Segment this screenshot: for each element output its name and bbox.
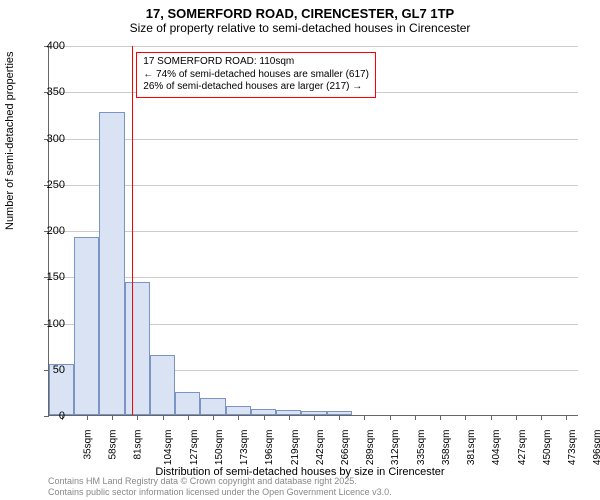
y-tick-label: 50 bbox=[25, 364, 65, 376]
x-tick-mark bbox=[188, 415, 189, 420]
x-tick-label: 404sqm bbox=[492, 430, 503, 466]
annotation-line: 17 SOMERFORD ROAD: 110sqm bbox=[143, 56, 369, 69]
footnote-line-2: Contains public sector information licen… bbox=[48, 487, 392, 498]
x-tick-mark bbox=[213, 415, 214, 420]
annotation-box: 17 SOMERFORD ROAD: 110sqm← 74% of semi-d… bbox=[136, 52, 376, 98]
x-tick-label: 266sqm bbox=[340, 430, 351, 466]
reference-line bbox=[132, 46, 133, 415]
histogram-bar bbox=[99, 112, 124, 415]
chart-container: 17, SOMERFORD ROAD, CIRENCESTER, GL7 1TP… bbox=[0, 0, 600, 500]
footnote: Contains HM Land Registry data © Crown c… bbox=[48, 476, 392, 498]
y-tick-label: 100 bbox=[25, 318, 65, 330]
histogram-bar bbox=[74, 237, 99, 415]
x-tick-mark bbox=[541, 415, 542, 420]
x-tick-label: 58sqm bbox=[107, 430, 118, 460]
x-tick-mark bbox=[137, 415, 138, 420]
x-tick-label: 196sqm bbox=[264, 430, 275, 466]
y-tick-label: 350 bbox=[25, 86, 65, 98]
x-tick-label: 312sqm bbox=[391, 430, 402, 466]
x-tick-label: 289sqm bbox=[365, 430, 376, 466]
x-tick-label: 81sqm bbox=[133, 430, 144, 460]
x-tick-label: 242sqm bbox=[315, 430, 326, 466]
y-tick-label: 150 bbox=[25, 271, 65, 283]
x-tick-mark bbox=[566, 415, 567, 420]
x-tick-mark bbox=[415, 415, 416, 420]
x-tick-mark bbox=[87, 415, 88, 420]
x-tick-label: 150sqm bbox=[214, 430, 225, 466]
x-tick-label: 496sqm bbox=[592, 430, 600, 466]
chart-subtitle: Size of property relative to semi-detach… bbox=[0, 21, 600, 35]
grid-line bbox=[49, 231, 578, 232]
histogram-bar bbox=[175, 392, 200, 415]
x-tick-label: 127sqm bbox=[189, 430, 200, 466]
x-tick-label: 35sqm bbox=[82, 430, 93, 460]
x-tick-label: 358sqm bbox=[441, 430, 452, 466]
chart-title: 17, SOMERFORD ROAD, CIRENCESTER, GL7 1TP bbox=[0, 0, 600, 21]
histogram-bar bbox=[150, 355, 175, 415]
x-tick-mark bbox=[163, 415, 164, 420]
x-tick-mark bbox=[390, 415, 391, 420]
annotation-line: 26% of semi-detached houses are larger (… bbox=[143, 81, 369, 94]
x-tick-mark bbox=[465, 415, 466, 420]
x-tick-mark bbox=[112, 415, 113, 420]
x-tick-label: 104sqm bbox=[163, 430, 174, 466]
y-tick-label: 400 bbox=[25, 40, 65, 52]
x-tick-mark bbox=[264, 415, 265, 420]
x-tick-label: 473sqm bbox=[567, 430, 578, 466]
x-tick-label: 173sqm bbox=[239, 430, 250, 466]
histogram-bar bbox=[125, 282, 150, 415]
footnote-line-1: Contains HM Land Registry data © Crown c… bbox=[48, 476, 392, 487]
histogram-bar bbox=[200, 398, 225, 415]
x-tick-mark bbox=[238, 415, 239, 420]
annotation-line: ← 74% of semi-detached houses are smalle… bbox=[143, 69, 369, 82]
x-tick-label: 335sqm bbox=[416, 430, 427, 466]
grid-line bbox=[49, 46, 578, 47]
y-axis-label: Number of semi-detached properties bbox=[4, 51, 16, 230]
x-tick-mark bbox=[289, 415, 290, 420]
grid-line bbox=[49, 139, 578, 140]
x-tick-mark bbox=[314, 415, 315, 420]
x-tick-mark bbox=[516, 415, 517, 420]
x-tick-label: 381sqm bbox=[466, 430, 477, 466]
histogram-bar bbox=[226, 406, 251, 415]
x-tick-mark bbox=[339, 415, 340, 420]
x-tick-mark bbox=[440, 415, 441, 420]
y-tick-label: 200 bbox=[25, 225, 65, 237]
x-tick-mark bbox=[364, 415, 365, 420]
x-tick-label: 427sqm bbox=[517, 430, 528, 466]
x-tick-mark bbox=[491, 415, 492, 420]
grid-line bbox=[49, 277, 578, 278]
grid-line bbox=[49, 185, 578, 186]
x-tick-label: 450sqm bbox=[542, 430, 553, 466]
plot-area: 17 SOMERFORD ROAD: 110sqm← 74% of semi-d… bbox=[48, 46, 578, 416]
y-tick-label: 0 bbox=[25, 410, 65, 422]
y-tick-label: 300 bbox=[25, 133, 65, 145]
x-tick-label: 219sqm bbox=[290, 430, 301, 466]
y-tick-label: 250 bbox=[25, 179, 65, 191]
